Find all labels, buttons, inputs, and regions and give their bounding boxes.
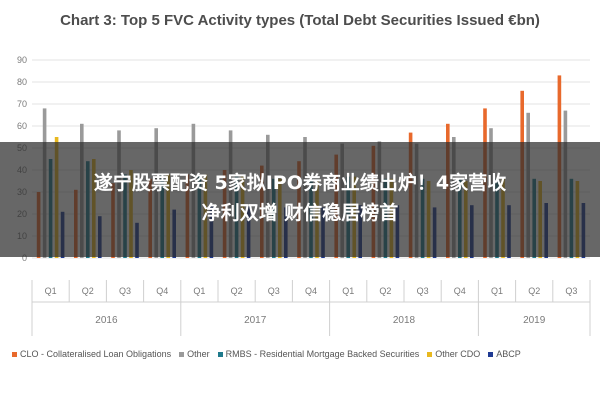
x-tick-label: Q3: [119, 286, 131, 296]
x-tick-label: Q3: [417, 286, 429, 296]
legend-item: Other: [179, 349, 210, 359]
legend-label: Other CDO: [435, 349, 481, 359]
y-tick-label: 70: [17, 99, 27, 109]
overlay-headline-line2: 净利双增 财信稳居榜首: [201, 202, 399, 224]
legend-item: Other CDO: [427, 349, 480, 359]
y-tick-label: 0: [22, 253, 27, 263]
y-tick-label: 60: [17, 121, 27, 131]
legend-swatch: [179, 351, 185, 357]
x-tick-label: Q2: [379, 286, 391, 296]
legend-label: ABCP: [496, 349, 521, 359]
x-tick-label: Q4: [454, 286, 466, 296]
legend-item: ABCP: [488, 349, 521, 359]
x-tick-label: Q4: [156, 286, 168, 296]
x-axis: Q1 Q2 Q3 Q4 Q1 Q2 Q3 Q4 Q1 Q2 Q3 Q4 Q1 Q2 Q3 2016 2017 20…: [31, 280, 591, 336]
legend: CLO - Collateralised Loan Obligations Oth…: [12, 349, 600, 359]
year-label: 2016: [95, 315, 118, 326]
x-tick-label: Q4: [305, 286, 317, 296]
y-tick-label: 90: [17, 55, 27, 65]
legend-swatch: [12, 351, 17, 357]
year-label: 2017: [244, 315, 267, 326]
x-tick-label: Q3: [268, 286, 280, 296]
x-tick-label: Q1: [45, 286, 57, 296]
overlay-banner: [0, 142, 600, 257]
x-tick-label: Q1: [342, 286, 354, 296]
legend-swatch: [427, 351, 433, 357]
x-tick-label: Q3: [565, 286, 577, 296]
year-label: 2018: [393, 315, 416, 326]
legend-label: CLO - Collateralised Loan Obligations: [20, 349, 172, 359]
legend-swatch: [488, 351, 494, 357]
legend-label: Other: [187, 349, 210, 359]
legend-label: RMBS - Residential Mortgage Backed Secur…: [225, 349, 420, 359]
x-tick-label: Q1: [491, 286, 503, 296]
x-tick-label: Q2: [231, 286, 243, 296]
legend-item: CLO - Collateralised Loan Obligations: [12, 349, 171, 359]
chart-title: Chart 3: Top 5 FVC Activity types (Total…: [60, 12, 540, 29]
y-tick-label: 80: [17, 77, 27, 87]
x-tick-label: Q2: [528, 286, 540, 296]
overlay-headline-line1: 遂宁股票配资 5家拟IPO券商业绩出炉！4家营收: [93, 172, 507, 194]
overlay-headline[interactable]: 遂宁股票配资 5家拟IPO券商业绩出炉！4家营收 净利双增 财信稳居榜首: [20, 168, 580, 228]
x-tick-label: Q1: [193, 286, 205, 296]
x-tick-label: Q2: [82, 286, 94, 296]
year-label: 2019: [523, 315, 546, 326]
legend-swatch: [217, 351, 223, 357]
legend-item: RMBS - Residential Mortgage Backed Secur…: [217, 349, 420, 359]
